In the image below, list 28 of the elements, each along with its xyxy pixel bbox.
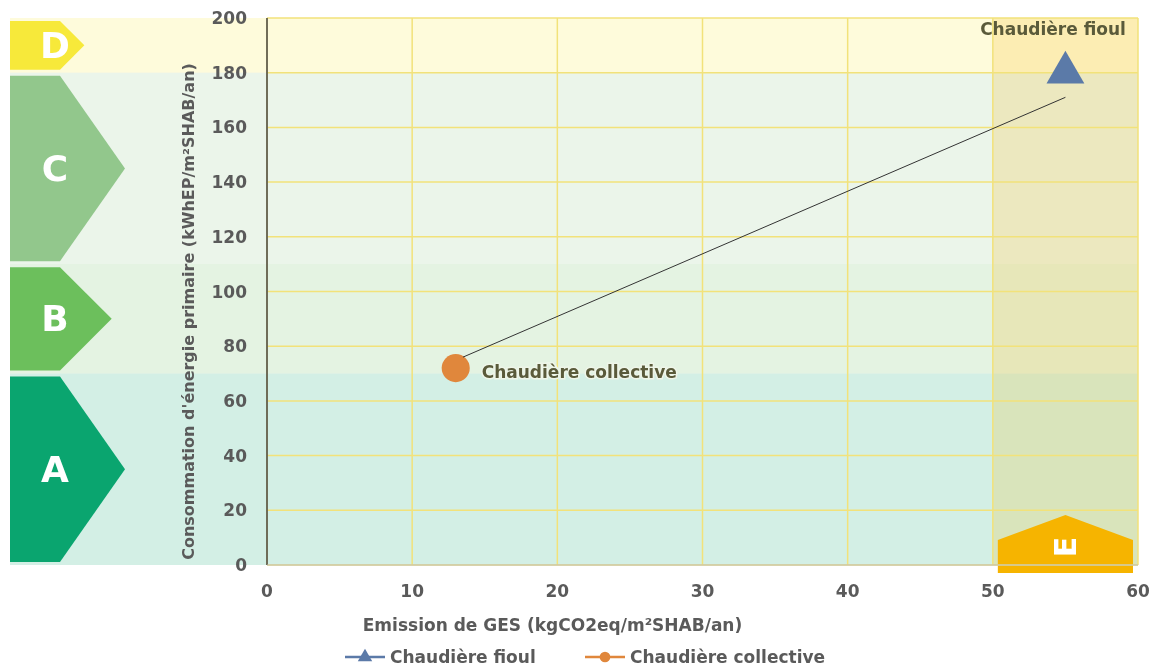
y-tick-label: 160 — [211, 117, 248, 138]
y-tick-label: 0 — [235, 555, 248, 575]
y-tick-label: 20 — [223, 500, 248, 521]
y-tick-label: 140 — [211, 172, 248, 193]
y-tick-label: 120 — [211, 226, 248, 247]
x-tick-label: 60 — [1126, 581, 1150, 601]
band-label: C — [41, 147, 69, 189]
y-tick-label: 180 — [211, 62, 248, 83]
band-label: A — [41, 448, 70, 490]
x-tick-label: 20 — [545, 581, 570, 601]
x-tick-label: 10 — [400, 581, 425, 601]
band-label: B — [41, 298, 69, 340]
y-axis-title: Consommation d'énergie primaire (kWhEP/m²SHAB/an) — [179, 63, 198, 560]
y-tick-label: 100 — [211, 281, 248, 302]
legend-label: Chaudière fioul — [390, 647, 536, 667]
x-tick-label: 40 — [835, 581, 860, 601]
x-tick-label: 30 — [690, 581, 715, 601]
y-tick-label: 80 — [223, 336, 248, 357]
legend-label: Chaudière collective — [630, 647, 826, 667]
text: Chaudière fioul — [980, 18, 1126, 39]
y-tick-label: 40 — [223, 445, 248, 466]
y-tick-label: 60 — [223, 390, 248, 411]
x-axis-title: Emission de GES (kgCO2eq/m²SHAB/an) — [362, 615, 743, 635]
band-label: E — [1047, 536, 1083, 558]
band-label: D — [40, 24, 70, 66]
x-tick-label: 50 — [981, 581, 1005, 601]
x-tick-label: 0 — [261, 581, 274, 601]
y-tick-label: 200 — [211, 8, 248, 28]
